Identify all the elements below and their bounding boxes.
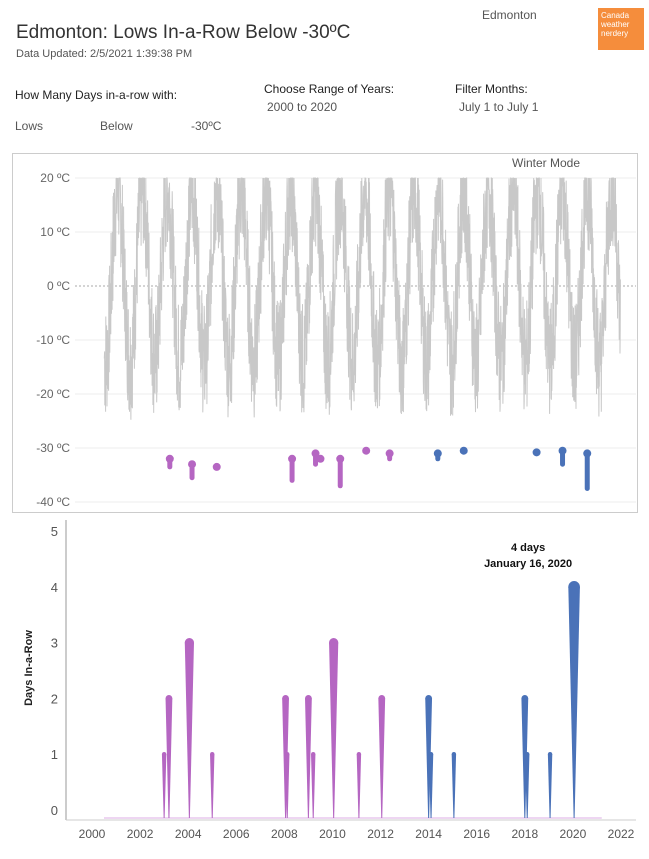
x-tick-label: 2008	[271, 827, 298, 841]
x-tick-label: 2006	[223, 827, 250, 841]
temp-tick-label: -40 ºC	[36, 495, 70, 509]
temperature-panel	[12, 153, 638, 513]
y-tick-label: 0	[51, 803, 58, 818]
spike-mark	[568, 586, 580, 818]
cold-event-point	[362, 446, 371, 455]
spike-mark	[305, 698, 312, 818]
spike-cap	[356, 752, 362, 757]
temp-tick-label: 20 ºC	[40, 171, 70, 185]
x-tick-label: 2022	[608, 827, 635, 841]
y-tick-label: 3	[51, 636, 58, 651]
spike-cap	[568, 581, 580, 593]
spike-mark	[165, 698, 173, 818]
spike-mark	[161, 754, 167, 818]
cold-event-point	[583, 449, 592, 458]
x-tick-label: 2004	[175, 827, 202, 841]
page-title: Edmonton: Lows In-a-Row Below -30ºC	[16, 22, 351, 43]
spike-mark	[425, 698, 433, 818]
spike-mark	[525, 754, 530, 818]
spike-mark	[210, 754, 215, 818]
spike-cap	[282, 695, 289, 702]
range-label: Choose Range of Years:	[264, 82, 395, 96]
y-tick-label: 1	[51, 747, 58, 762]
spike-mark	[521, 698, 529, 818]
temp-tick-label: -10 ºC	[36, 333, 70, 347]
spike-cap	[184, 638, 194, 648]
city-label[interactable]: Edmonton	[482, 8, 537, 22]
annotation-days: 4 days	[511, 542, 545, 554]
x-tick-label: 2014	[415, 827, 442, 841]
cold-event-point	[165, 454, 174, 463]
cold-event-point	[188, 460, 197, 469]
cold-event-point	[336, 454, 345, 463]
days-in-row-label: How Many Days in-a-row with:	[15, 88, 178, 102]
cold-event-point	[532, 448, 541, 457]
spike-cap	[285, 752, 290, 757]
annotation-date: January 16, 2020	[484, 558, 572, 570]
temp-tick-label: -20 ºC	[36, 387, 70, 401]
spike-cap	[311, 752, 316, 757]
spike-cap	[305, 695, 312, 702]
x-tick-label: 2016	[463, 827, 490, 841]
x-tick-label: 2020	[560, 827, 587, 841]
cold-event-point	[311, 449, 320, 458]
spike-mark	[184, 642, 194, 818]
brand-logo[interactable]: Canada weather nerdery	[598, 8, 644, 50]
y-tick-label: 4	[51, 580, 58, 595]
x-tick-label: 2000	[79, 827, 106, 841]
y-axis-title: Days In-a-Row	[23, 630, 35, 706]
x-tick-label: 2012	[367, 827, 394, 841]
months-select[interactable]: July 1 to July 1	[459, 100, 539, 114]
threshold-select[interactable]: -30ºC	[191, 119, 222, 133]
spike-cap	[521, 695, 529, 702]
cold-event-point	[316, 454, 325, 463]
comparison-select[interactable]: Below	[100, 119, 133, 133]
spike-mark	[428, 754, 434, 818]
spike-mark	[378, 698, 386, 818]
cold-event-point	[288, 454, 297, 463]
spike-mark	[329, 642, 339, 818]
spike-cap	[329, 638, 339, 648]
spike-cap	[425, 695, 433, 702]
spike-mark	[356, 754, 362, 818]
x-tick-label: 2002	[127, 827, 154, 841]
temp-tick-label: 10 ºC	[40, 225, 70, 239]
y-tick-label: 2	[51, 691, 58, 706]
spike-cap	[210, 752, 215, 757]
spike-cap	[161, 752, 167, 757]
temp-tick-label: -30 ºC	[36, 441, 70, 455]
spike-cap	[525, 752, 530, 757]
spike-cap	[165, 695, 173, 702]
spike-mark	[547, 754, 553, 818]
cold-event-point	[558, 446, 567, 455]
data-updated-text: Data Updated: 2/5/2021 1:39:38 PM	[16, 48, 193, 60]
cold-event-point	[385, 449, 394, 458]
spike-cap	[378, 695, 386, 702]
temperature-line	[103, 177, 621, 420]
temp-tick-label: 0 ºC	[47, 279, 70, 293]
spike-mark	[311, 754, 316, 818]
spike-mark	[285, 754, 290, 818]
cold-event-point	[459, 446, 468, 455]
spike-cap	[451, 752, 457, 757]
spike-cap	[547, 752, 553, 757]
cold-event-point	[212, 462, 221, 471]
spike-cap	[428, 752, 434, 757]
measure-select[interactable]: Lows	[15, 119, 44, 133]
spike-mark	[451, 754, 457, 818]
x-tick-label: 2010	[319, 827, 346, 841]
x-tick-label: 2018	[511, 827, 538, 841]
winter-mode-label[interactable]: Winter Mode	[512, 156, 581, 170]
range-select[interactable]: 2000 to 2020	[267, 100, 338, 114]
months-label: Filter Months:	[455, 82, 528, 96]
cold-event-point	[433, 449, 442, 458]
y-tick-label: 5	[51, 524, 58, 539]
